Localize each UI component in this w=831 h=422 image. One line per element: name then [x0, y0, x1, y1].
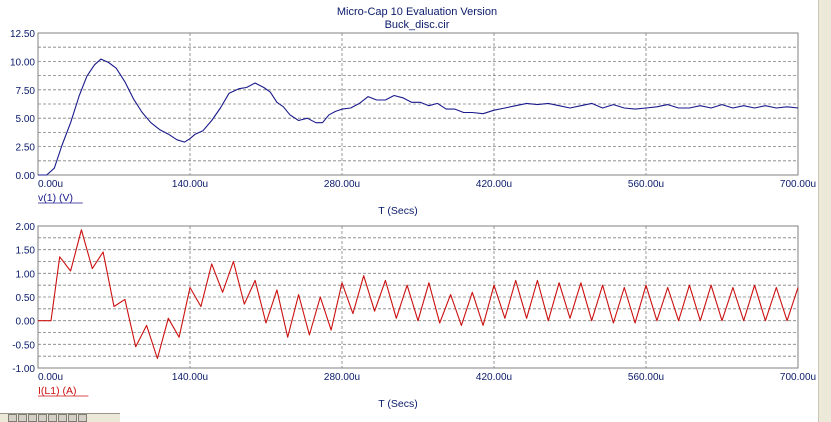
page-tab[interactable]: [8, 414, 17, 422]
y-tick-label: 5.00: [16, 114, 36, 125]
page-tab[interactable]: [28, 414, 37, 422]
x-tick-label: 140.00u: [172, 372, 208, 383]
y-tick-label: 1.50: [16, 246, 36, 257]
x-tick-label: 140.00u: [172, 179, 208, 190]
window-title: Micro-Cap 10 Evaluation Version: [337, 6, 497, 18]
y-tick-label: 0.00: [16, 171, 36, 182]
current-plot[interactable]: -1.00 -0.50 0.00 0.50 1.00 1.50 2.00 0.00u 140.0…: [12, 222, 816, 410]
series-legend-label: v(1) (V): [38, 192, 73, 204]
series-legend-label: I(L1) (A): [38, 385, 77, 397]
x-tick-label: 0.00u: [38, 372, 63, 383]
window-edge: [818, 0, 831, 422]
y-tick-label: -0.50: [12, 340, 35, 351]
y-tick-label: 0.00: [16, 317, 36, 328]
y-tick-label: 2.00: [16, 222, 36, 233]
y-tick-label: 7.50: [16, 86, 36, 97]
x-tick-label: 700.00u: [780, 179, 816, 190]
x-tick-label: 280.00u: [324, 372, 360, 383]
page-tab[interactable]: [68, 414, 77, 422]
page-tab[interactable]: [48, 414, 57, 422]
page-tabs-strip: [0, 413, 120, 422]
page-tab[interactable]: [58, 414, 67, 422]
series-trace[interactable]: [38, 58, 799, 176]
x-tick-label: 420.00u: [476, 179, 512, 190]
x-tick-label: 560.00u: [628, 179, 664, 190]
series-trace[interactable]: [38, 229, 799, 360]
y-tick-label: 12.50: [10, 29, 35, 40]
file-name: Buck_disc.cir: [385, 19, 450, 31]
x-tick-label: 0.00u: [38, 179, 63, 190]
x-tick-label: 700.00u: [780, 372, 816, 383]
voltage-plot[interactable]: 0.00 2.50 5.00 7.50 10.00 12.50 0.00u 140.00u 28…: [10, 29, 816, 217]
page-tab[interactable]: [78, 414, 87, 422]
y-tick-label: 1.00: [16, 269, 36, 280]
y-tick-label: -1.00: [12, 364, 35, 375]
page-tab[interactable]: [18, 414, 27, 422]
x-axis-label: T (Secs): [378, 205, 417, 217]
page-tab[interactable]: [38, 414, 47, 422]
x-axis-label: T (Secs): [378, 398, 417, 410]
x-tick-label: 280.00u: [324, 179, 360, 190]
y-tick-label: 0.50: [16, 293, 36, 304]
y-tick-label: 10.00: [10, 57, 35, 68]
x-tick-label: 560.00u: [628, 372, 664, 383]
x-tick-label: 420.00u: [476, 372, 512, 383]
y-tick-label: 2.50: [16, 143, 36, 154]
